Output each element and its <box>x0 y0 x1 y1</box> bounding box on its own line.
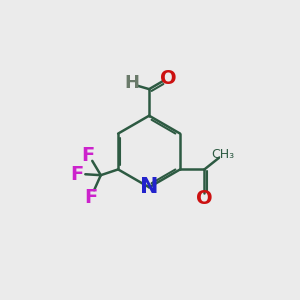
Text: F: F <box>81 146 94 165</box>
Text: N: N <box>140 177 158 197</box>
Text: O: O <box>196 189 213 208</box>
Text: F: F <box>84 188 97 207</box>
Text: H: H <box>124 74 139 92</box>
Text: F: F <box>70 164 83 184</box>
Text: CH₃: CH₃ <box>211 148 234 161</box>
Text: O: O <box>160 68 177 88</box>
